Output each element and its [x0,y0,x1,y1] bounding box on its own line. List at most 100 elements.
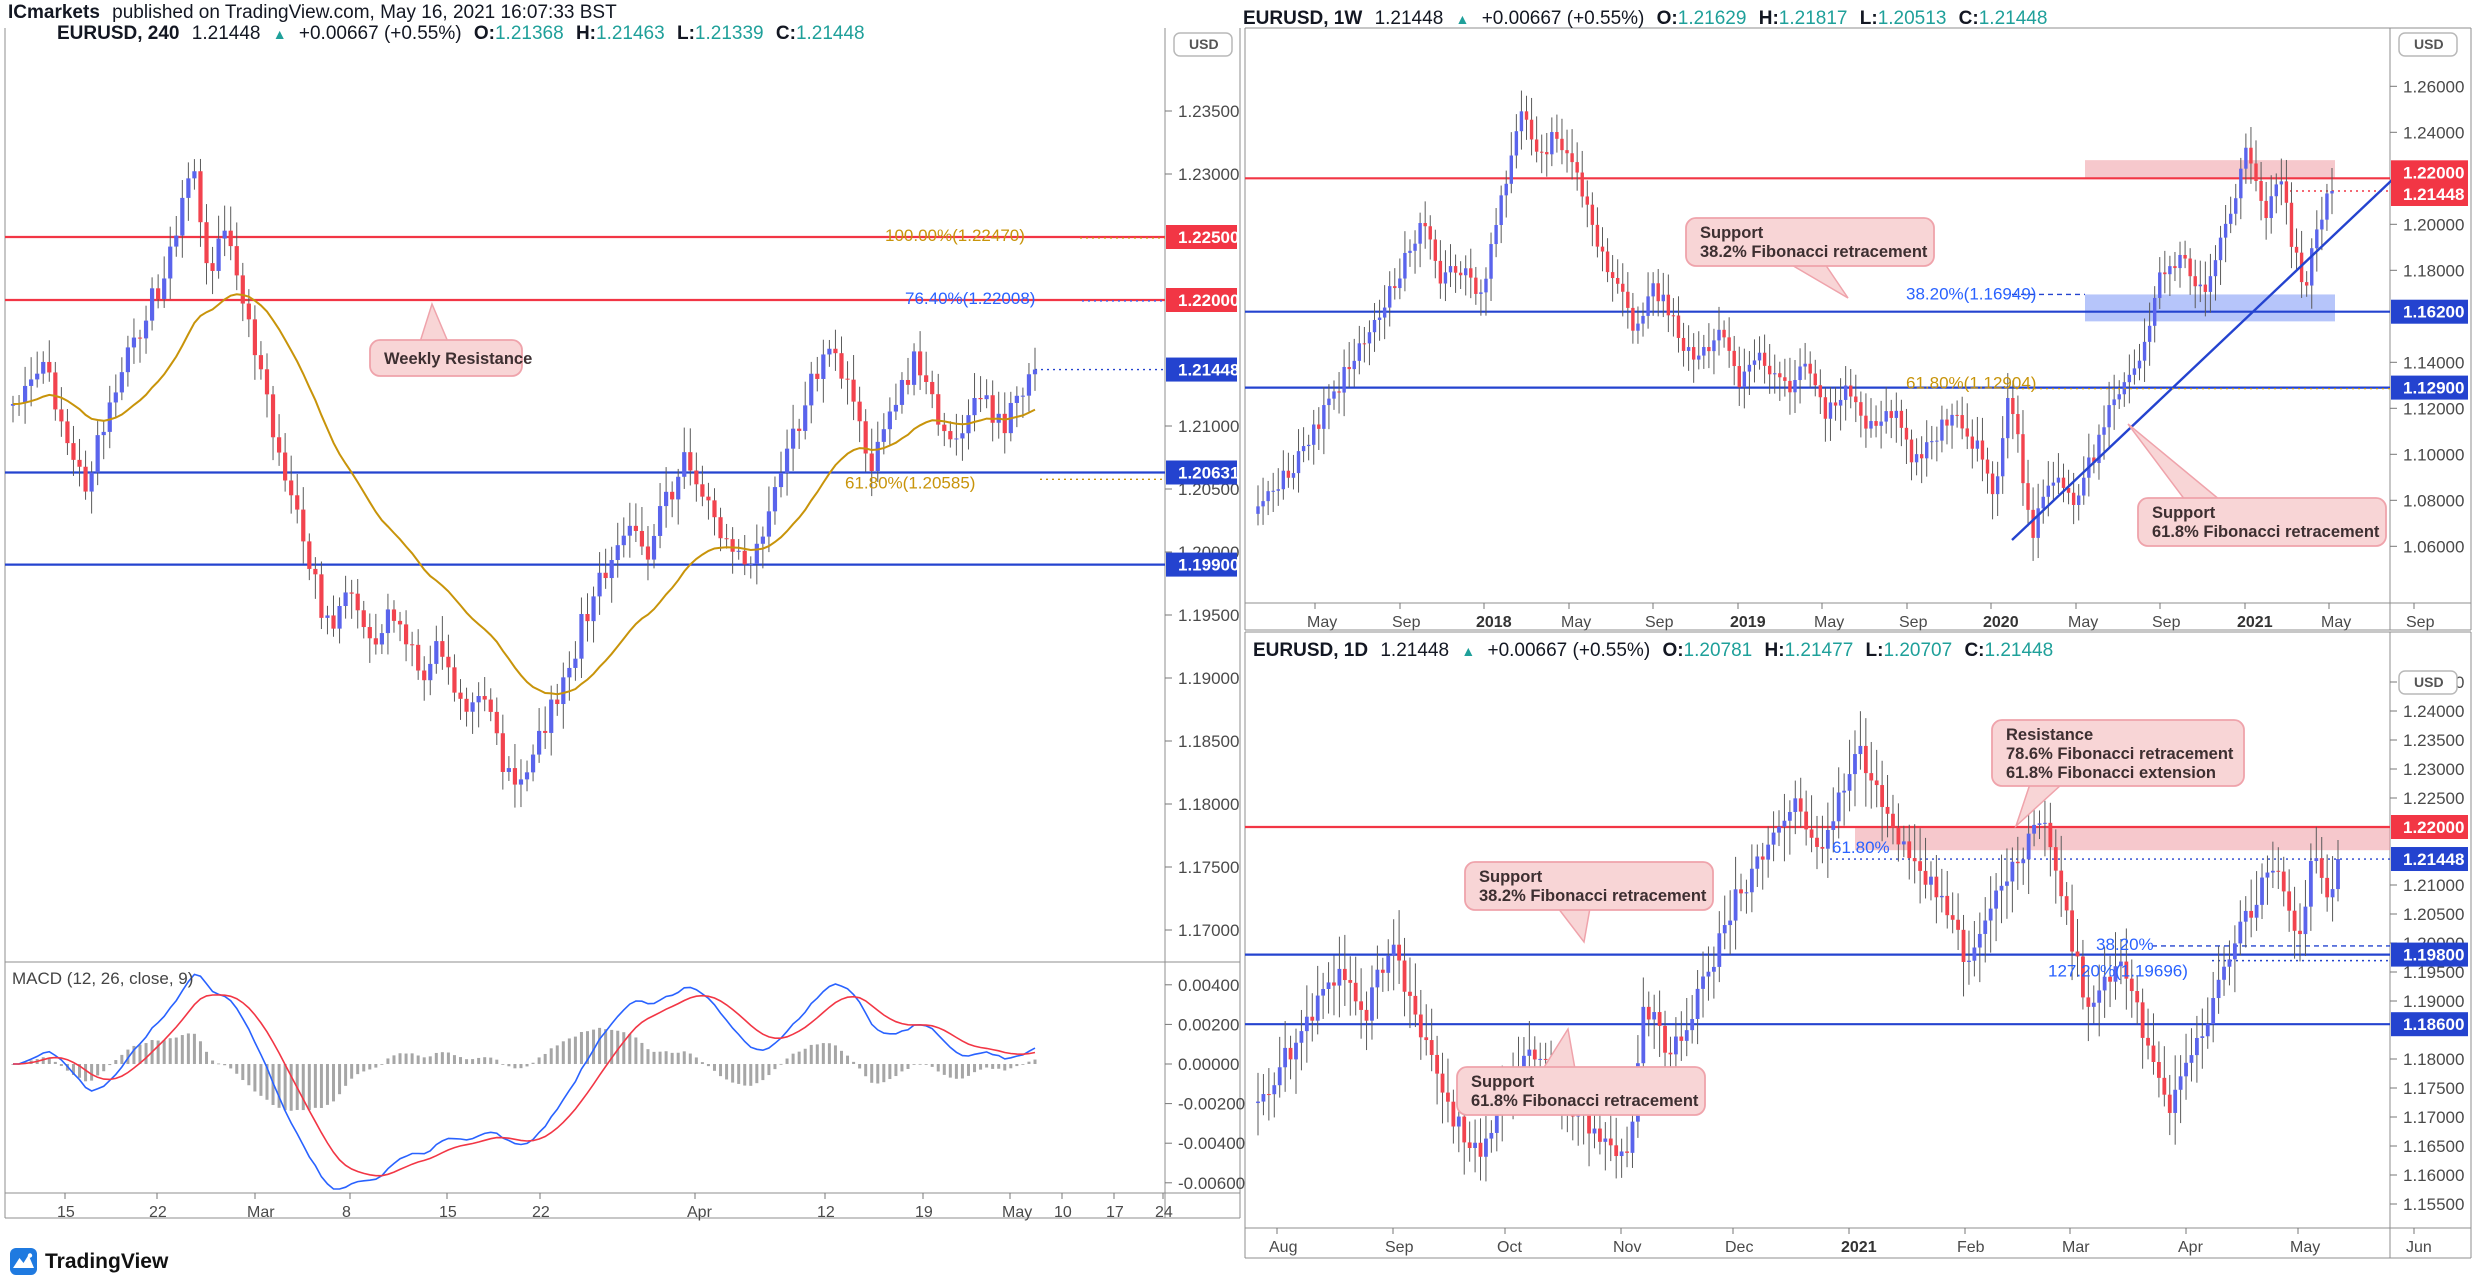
time-tick-label: Sep [1899,614,1928,631]
price-tick-label: 1.20500 [2403,905,2464,924]
h4-symbol: EURUSD, 240 [57,23,180,44]
h4-fib-label[interactable]: 100.00%(1.22470) [885,226,1025,245]
h4-time-axis[interactable]: 15 22 Mar 8 15 22 Apr 12 19 May 10 17 24 [57,1193,1173,1221]
weekly-fib-label[interactable]: 38.20%(1.16949) [1906,284,2036,303]
price-tick-label: 1.17000 [2403,1108,2464,1127]
weekly-price-axis[interactable]: 1.26000 1.24000 1.20000 1.18000 1.14000 1.120… [2390,77,2468,556]
time-tick-label: Oct [1497,1239,1522,1256]
price-tick-label: 1.24000 [2403,123,2464,142]
price-tick-label: 1.18000 [2403,1050,2464,1069]
price-tag-label: 1.18600 [2403,1015,2464,1034]
daily-price-axis[interactable]: 1.245001.240001.235001.230001.225001.210… [2390,673,2468,1214]
price-tick-label: 1.21000 [1178,417,1239,436]
h4-currency-button[interactable]: USD [1173,32,1233,57]
price-tick-label: 1.18000 [2403,261,2464,280]
price-tick-label: 1.20000 [2403,215,2464,234]
time-tick-label: 2019 [1730,614,1766,631]
price-tag-label: 1.19900 [1178,556,1239,575]
daily-price-tag-1.18600 [2391,1012,2468,1037]
macd-tick-label: 0.00400 [1178,976,1239,995]
h4-low: 1.21339 [694,23,764,44]
callout-text: Resistance [2006,726,2093,744]
daily-time-axis[interactable]: Aug Sep Oct Nov Dec 2021 Feb Mar Apr May Jun [1269,1228,2432,1256]
weekly-chart-legend[interactable]: EURUSD, 1W 1.21448 ▲ +0.00667 (+0.55%) O… [1243,8,2048,29]
daily-price-tag-1.21448 [2391,847,2468,872]
daily-chart-pane[interactable]: 61.80% 38.20% 127.20%(1.19696) Resistance78… [1244,631,2472,1259]
macd-signal-line [13,994,1036,1177]
daily-last-price: 1.21448 [1380,640,1450,661]
weekly-price-tag-1.21448 [2391,182,2468,206]
price-tick-label: 1.19000 [1178,669,1239,688]
h4-chart-pane[interactable]: 100.00%(1.22470) 76.40%(1.22008) 61.80%(1.… [4,28,1246,1221]
weekly-chart-pane[interactable]: 38.20%(1.16949) 61.80%(1.12904) Support38.… [1244,27,2472,631]
daily-currency-button[interactable]: USD [2398,670,2458,695]
daily-price-tag-1.19800 [2391,942,2468,967]
price-tag-label: 1.12900 [2403,379,2464,398]
h4-close: 1.21448 [795,23,865,44]
daily-change: +0.00667 (+0.55%) [1487,640,1651,661]
weekly-pink-zone[interactable] [2085,160,2335,179]
time-tick-label: May [1814,614,1844,631]
weekly-symbol: EURUSD, 1W [1243,8,1363,29]
daily-fib-label[interactable]: 127.20%(1.19696) [2048,962,2188,981]
price-tick-label: 1.16500 [2403,1137,2464,1156]
price-tick-label: 1.24000 [2403,702,2464,721]
h4-callout[interactable]: Weekly Resistance [369,301,532,377]
macd-pane[interactable]: 0.00400 0.00200 0.00000 -0.00200 -0.00400 -0.… [11,969,1246,1193]
callout-text: Weekly Resistance [384,350,532,368]
price-tick-label: 1.20500 [1178,480,1239,499]
callout-text: 78.6% Fibonacci retracement [2006,745,2234,763]
macd-tick-label: -0.00400 [1178,1134,1245,1153]
time-tick-label: Nov [1613,1239,1641,1256]
h4-chart-legend[interactable]: EURUSD, 240 1.21448 ▲ +0.00667 (+0.55%) … [57,23,865,44]
h4-fib-label[interactable]: 76.40%(1.22008) [905,289,1035,308]
time-tick-label: Sep [2152,614,2181,631]
time-tick-label: Sep [2406,614,2435,631]
macd-tick-label: 0.00200 [1178,1015,1239,1034]
price-tag-label: 1.21448 [2403,185,2464,204]
macd-title[interactable]: MACD (12, 26, close, 9) [12,969,193,988]
weekly-change: +0.00667 (+0.55%) [1481,8,1645,29]
weekly-time-axis[interactable]: May Sep 2018 May Sep 2019 May Sep 2020 May Sep 2021… [1307,603,2435,631]
tradingview-logo[interactable]: TradingView [10,1248,168,1275]
time-tick-label: 15 [439,1204,457,1221]
time-tick-label: 22 [149,1204,167,1221]
h4-moving-average-line[interactable] [12,293,1036,696]
callout-text: Support [1700,224,1764,242]
weekly-fib-label[interactable]: 61.80%(1.12904) [1906,374,2036,393]
macd-tick-label: -0.00600 [1178,1174,1245,1193]
price-tag-label: 1.22500 [1178,228,1239,247]
price-tick-label: 1.18500 [1178,732,1239,751]
daily-fib-label[interactable]: 38.20% [2096,935,2154,954]
weekly-price-tag-1.12900 [2391,375,2468,400]
weekly-currency-button[interactable]: USD [2398,32,2458,57]
time-tick-label: Mar [2062,1239,2090,1256]
daily-pink-zone[interactable] [1855,827,2390,851]
h4-candles [10,158,1038,808]
h4-price-tag-1.22000 [1166,288,1237,312]
price-tick-label: 1.12000 [2403,399,2464,418]
currency-button-label: USD [2414,674,2444,690]
h4-price-axis[interactable]: 1.235001.230001.210001.205001.200001.195… [1165,102,1239,940]
time-tick-label: 12 [817,1204,835,1221]
h4-fib-label[interactable]: 61.80%(1.20585) [845,473,975,492]
price-tick-label: 1.19500 [1178,606,1239,625]
up-triangle-icon: ▲ [1455,11,1470,27]
callout-text: 61.8% Fibonacci retracement [1471,1092,1699,1110]
price-tick-label: 1.17500 [1178,858,1239,877]
time-tick-label: Apr [2178,1239,2204,1256]
price-tick-label: 1.10000 [2403,445,2464,464]
daily-fib-label[interactable]: 61.80% [1832,838,1890,857]
daily-open: 1.20781 [1683,640,1753,661]
daily-chart-legend[interactable]: EURUSD, 1D 1.21448 ▲ +0.00667 (+0.55%) O… [1253,640,2054,661]
price-tick-label: 1.23500 [1178,102,1239,121]
weekly-trendline[interactable] [2011,179,2393,541]
time-tick-label: Aug [1269,1239,1297,1256]
time-tick-label: May [2290,1239,2320,1256]
